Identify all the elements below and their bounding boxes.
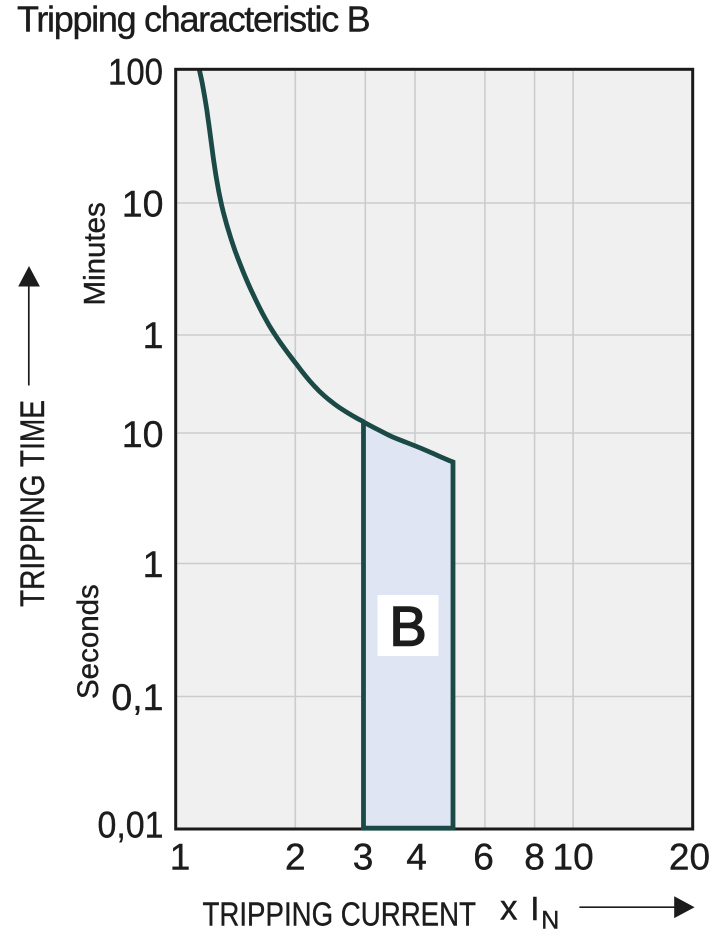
svg-text:10: 10 xyxy=(122,182,164,224)
svg-text:3: 3 xyxy=(353,837,374,878)
svg-text:6: 6 xyxy=(473,837,494,878)
svg-text:0,01: 0,01 xyxy=(98,803,164,845)
svg-text:1: 1 xyxy=(143,543,164,585)
svg-text:8: 8 xyxy=(524,837,545,878)
svg-text:20: 20 xyxy=(669,837,710,878)
svg-text:4: 4 xyxy=(406,837,427,878)
svg-text:2: 2 xyxy=(285,837,306,878)
svg-text:1: 1 xyxy=(143,314,164,356)
svg-text:N: N xyxy=(541,907,559,935)
svg-text:10: 10 xyxy=(122,413,164,455)
svg-text:Minutes: Minutes xyxy=(79,202,112,305)
svg-text:100: 100 xyxy=(108,50,163,92)
svg-text:10: 10 xyxy=(553,837,594,878)
svg-text:x: x xyxy=(500,889,518,928)
svg-text:Seconds: Seconds xyxy=(72,584,105,699)
svg-text:TRIPPING CURRENT: TRIPPING CURRENT xyxy=(203,896,477,933)
svg-text:B: B xyxy=(389,595,426,658)
svg-text:I: I xyxy=(530,891,539,928)
svg-text:1: 1 xyxy=(170,837,191,878)
svg-text:TRIPPING TIME: TRIPPING TIME xyxy=(14,400,52,607)
svg-text:Tripping characteristic B: Tripping characteristic B xyxy=(17,0,370,39)
svg-text:0,1: 0,1 xyxy=(111,676,163,718)
